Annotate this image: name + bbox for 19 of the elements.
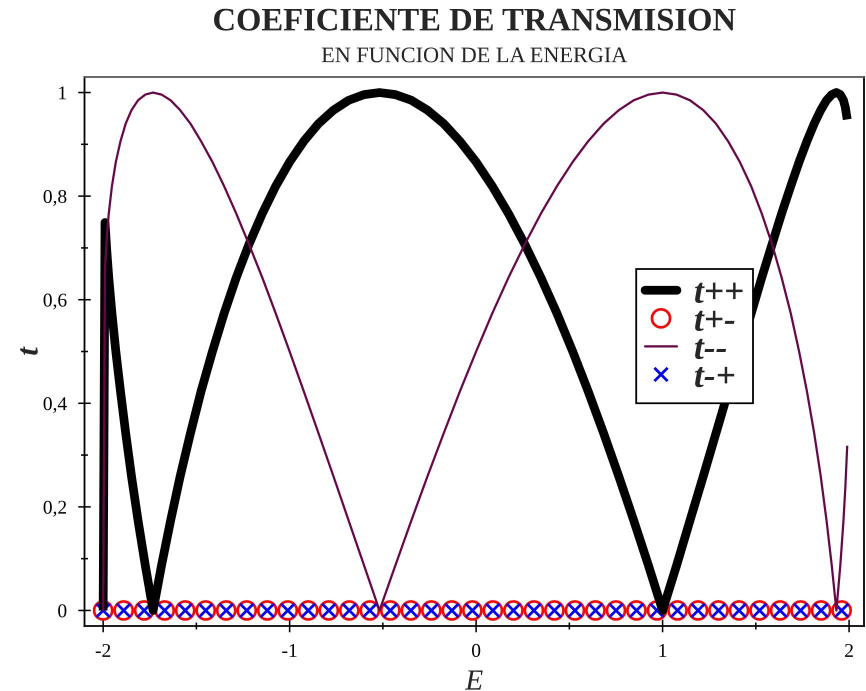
x-tick-label: -1 [282,644,297,657]
y-tick-label: 0 [58,604,66,618]
legend-label: t-+ [695,366,734,388]
legend-label: t-- [695,338,726,360]
x-tick-label: 1 [659,644,666,657]
x-tick-label: 0 [472,644,480,658]
y-tick-label: 0,8 [44,190,66,206]
legend-label: t++ [695,282,743,303]
x-tick-label: -2 [96,644,110,657]
y-tick-label: 0,6 [44,294,67,310]
y-tick-label: 0,4 [44,397,67,414]
x-axis-title: E [465,670,483,690]
chart-subtitle: EN FUNCION DE LA ENERGIA [322,47,628,62]
x-tick-label: 2 [845,644,853,657]
y-axis-title: t [20,346,38,355]
chart-title: COEFICIENTE DE TRANSMISION [214,8,736,31]
y-tick-label: 1 [59,86,66,100]
y-tick-label: 0,2 [44,500,66,517]
legend-label: t+- [695,310,734,332]
